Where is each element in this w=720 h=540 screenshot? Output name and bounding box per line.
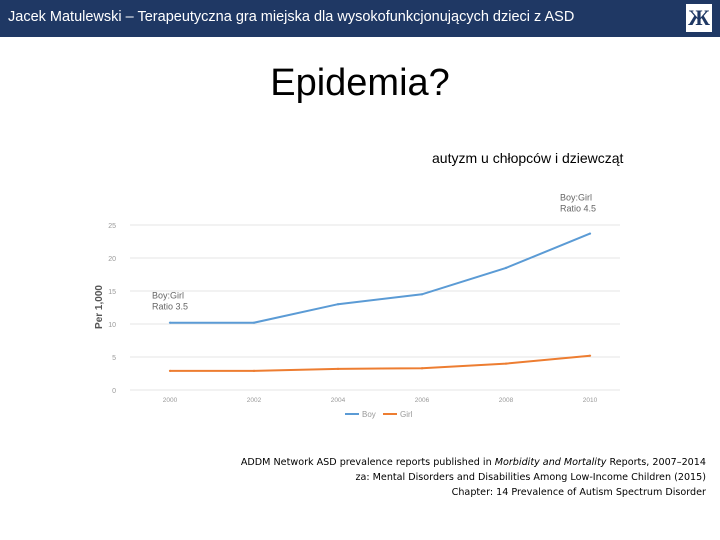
logo-glyph: Ж [688,5,710,30]
data-point-girl [168,369,172,372]
series-line-girl [170,354,591,372]
caption-line-2: za: Mental Disorders and Disabilities Am… [355,472,706,483]
y-tick-label: 25 [108,223,116,230]
data-point-boy [168,321,172,324]
presentation-title: Terapeutyczna gra miejska dla wysokofunk… [137,9,575,25]
header-title: Jacek Matulewski – Terapeutyczna gra mie… [8,9,574,25]
caption-line-3: Chapter: 14 Prevalence of Autism Spectru… [451,487,706,498]
data-point-girl [336,367,340,370]
data-point-girl [420,367,424,370]
slide-title: Epidemia? [270,62,450,104]
y-tick-label: 20 [108,256,116,263]
y-tick-label: 0 [112,388,116,395]
data-point-girl [252,369,256,372]
x-tick-label: 2010 [583,397,598,404]
y-tick-label: 5 [112,355,116,362]
ratio-annotation: Ratio 4.5 [560,204,596,214]
prevalence-chart: 0 5 10 15 20 25 2000 2002 2004 2006 2008 2010 Per 1,… [94,193,620,419]
x-tick-label: 2002 [247,397,262,404]
legend-label-girl: Girl [400,410,413,419]
chart-subtitle: autyzm u chłopców i dziewcząt [432,150,624,166]
source-caption: ADDM Network ASD prevalence reports publ… [241,455,706,500]
data-point-girl [504,362,508,365]
x-tick-label: 2000 [163,397,178,404]
ratio-annotation: Boy:Girl [152,291,184,301]
data-point-boy [252,321,256,324]
data-point-girl [588,354,592,357]
legend-label-boy: Boy [362,410,376,419]
x-tick-label: 2006 [415,397,430,404]
data-point-boy [504,266,508,269]
ratio-annotation: Ratio 3.5 [152,302,188,312]
university-logo-icon: Ж [686,4,712,32]
y-tick-label: 15 [108,289,116,296]
caption-line-1: ADDM Network ASD prevalence reports publ… [240,457,706,468]
x-tick-label: 2008 [499,397,514,404]
author-name: Jacek Matulewski [8,9,122,25]
series-line-boy [170,232,591,324]
y-tick-label: 10 [108,322,116,329]
x-tick-label: 2004 [331,397,346,404]
data-point-boy [336,303,340,306]
data-point-boy [588,232,592,235]
data-point-boy [420,293,424,296]
header-bar: Jacek Matulewski – Terapeutyczna gra mie… [0,0,720,37]
ratio-annotation: Boy:Girl [560,193,592,203]
header-separator: – [121,9,138,25]
y-axis-label: Per 1,000 [94,285,105,329]
